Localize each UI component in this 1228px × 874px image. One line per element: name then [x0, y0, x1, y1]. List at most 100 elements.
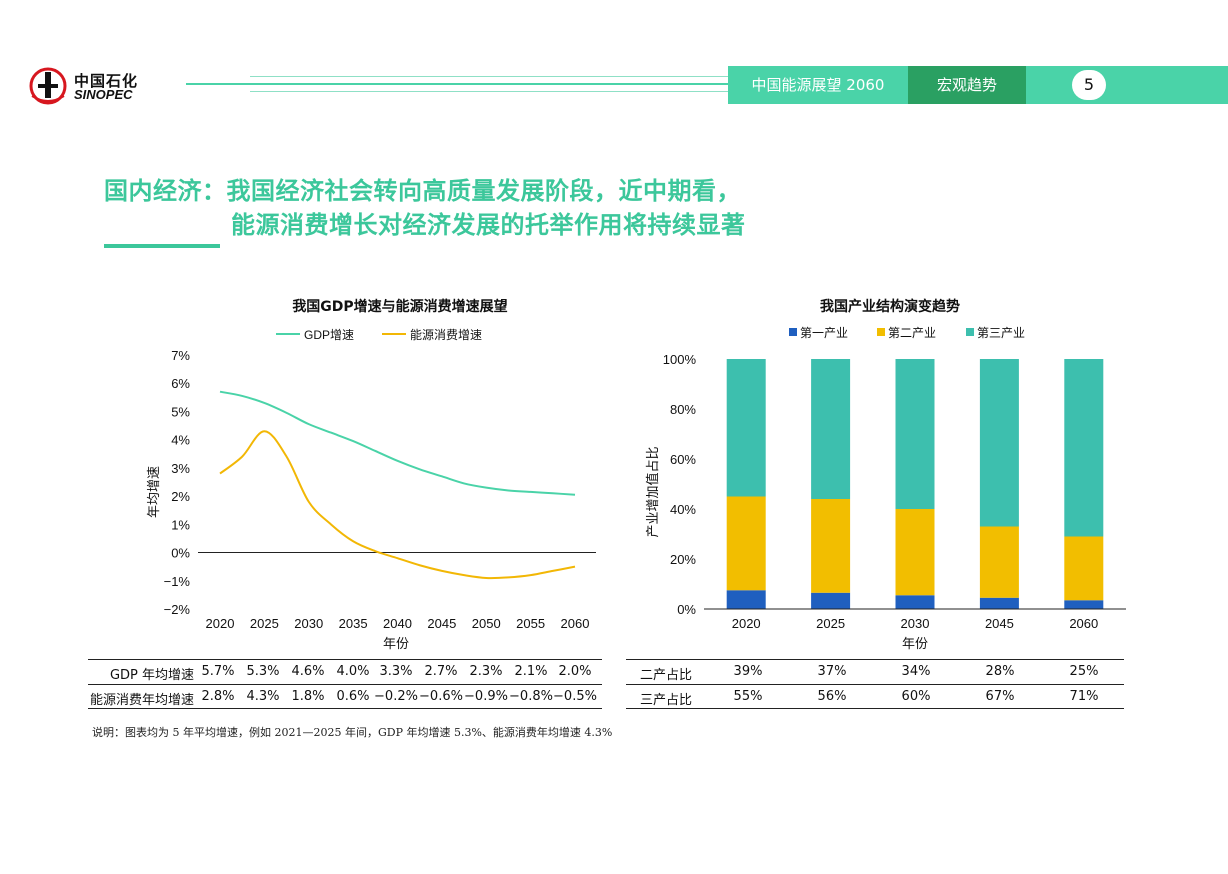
y-axis-label: 年均增速 [146, 466, 161, 518]
structure-table: 二产占比 39% 37% 34% 28% 25% 三产占比 55% 56% 60% 67% 71% [626, 659, 1124, 709]
table-cell: 1.8% [291, 689, 325, 704]
section-tab: 宏观趋势 [908, 66, 1026, 104]
table-cell: 2.8% [201, 689, 235, 704]
table-cell: 2.1% [514, 664, 548, 679]
bar-segment-1 [979, 526, 1019, 598]
table-row: 二产占比 39% 37% 34% 28% 25% [626, 660, 1124, 684]
table-cell: 5.3% [246, 664, 280, 679]
line-chart: GDP增速 能源消费增速 7% 6% 5% 4% 3% 2% 1% 0% −1% −2% 2020 202… [146, 328, 596, 651]
table-cell: 2.3% [469, 664, 503, 679]
table-cell: 2.7% [424, 664, 458, 679]
bar-segment-0 [1064, 600, 1104, 609]
footnote: 说明：图表均为 5 年平均增速，例如 2021—2025 年间，GDP 年均增速… [92, 726, 613, 739]
table-cell: 3.3% [379, 664, 413, 679]
y-tick-label: 60% [670, 452, 696, 467]
line-chart-title: 我国GDP增速与能源消费增速展望 [292, 299, 508, 315]
x-tick-label: 2040 [383, 616, 412, 631]
legend-label: 第三产业 [977, 326, 1025, 340]
bar-segment-2 [979, 359, 1019, 527]
y-tick-label: −1% [164, 574, 191, 589]
y-tick-label: 20% [670, 552, 696, 567]
table-row: 能源消费年均增速 2.8% 4.3% 1.8% 0.6% −0.2% −0.6% −0.9% −… [88, 684, 602, 708]
sinopec-logo-icon [29, 67, 67, 105]
table-cell: 56% [817, 689, 847, 704]
table-cell: 39% [733, 664, 763, 679]
bar-segment-2 [895, 359, 935, 509]
legend-label: 能源消费增速 [410, 328, 482, 342]
x-tick-label: 2030 [294, 616, 323, 631]
table-cell: 34% [901, 664, 931, 679]
table-cell: 67% [985, 689, 1015, 704]
x-tick-label: 2060 [1069, 616, 1098, 631]
table-cell: −0.6% [419, 689, 463, 704]
page-title: 国内经济：我国经济社会转向高质量发展阶段，近中期看， 能源消费增长对经济发展的托… [104, 174, 746, 242]
table-cell: 0.6% [336, 689, 370, 704]
table-cell: 25% [1069, 664, 1099, 679]
row-label: 三产占比 [639, 693, 692, 708]
x-tick-label: 2020 [732, 616, 761, 631]
bar-segment-0 [726, 590, 766, 609]
page-number: 5 [1072, 70, 1106, 100]
legend-swatch-1 [877, 328, 885, 336]
x-tick-label: 2030 [901, 616, 930, 631]
header-rule-thin [250, 76, 728, 77]
bar-chart-title: 我国产业结构演变趋势 [820, 299, 960, 315]
x-axis-label: 年份 [383, 636, 409, 651]
bar-chart: 第一产业 第二产业 第三产业 100% 80% 60% 40% 20% 0% 产业增加值占比 202… [645, 326, 1126, 651]
x-axis-label: 年份 [902, 636, 928, 651]
sinopec-logo: 中国石化 SINOPEC [28, 66, 148, 106]
table-cell: 4.3% [246, 689, 280, 704]
bar-segment-2 [811, 359, 851, 499]
table-cell: 4.6% [291, 664, 325, 679]
table-cell: −0.2% [374, 689, 418, 704]
x-tick-label: 2025 [250, 616, 279, 631]
header-rule [186, 83, 728, 85]
table-cell: 55% [733, 689, 763, 704]
table-cell: −0.9% [464, 689, 508, 704]
x-tick-label: 2045 [985, 616, 1014, 631]
table-cell: −0.8% [509, 689, 553, 704]
table-cell: 2.0% [558, 664, 592, 679]
legend-label: 第一产业 [800, 326, 848, 340]
y-tick-label: 2% [171, 489, 190, 504]
page-title-line1: 国内经济：我国经济社会转向高质量发展阶段，近中期看， [104, 177, 741, 205]
x-tick-label: 2025 [816, 616, 845, 631]
table-cell: 4.0% [336, 664, 370, 679]
bar-segment-1 [1064, 536, 1104, 601]
series-line-1 [219, 430, 576, 580]
bar-segment-0 [895, 595, 935, 609]
page-number-bar [1026, 66, 1228, 104]
y-tick-label: 6% [171, 376, 190, 391]
row-label: 二产占比 [639, 668, 692, 683]
y-tick-label: 7% [171, 348, 190, 363]
y-axis-label: 产业增加值占比 [645, 446, 660, 537]
y-tick-label: 80% [670, 402, 696, 417]
legend-swatch-0 [789, 328, 797, 336]
x-tick-label: 2050 [472, 616, 501, 631]
bar-segment-2 [1064, 359, 1104, 537]
x-tick-label: 2045 [427, 616, 456, 631]
bar-segment-2 [726, 359, 766, 497]
bar-segment-0 [811, 592, 851, 609]
logo-text-en: SINOPEC [74, 87, 133, 102]
y-tick-label: 100% [663, 352, 697, 367]
bar-segment-1 [895, 509, 935, 596]
y-tick-label: 3% [171, 461, 190, 476]
y-tick-label: 40% [670, 502, 696, 517]
legend-label: 第二产业 [888, 326, 936, 340]
table-cell: 37% [817, 664, 847, 679]
table-row: GDP 年均增速 5.7% 5.3% 4.6% 4.0% 3.3% 2.7% 2.3% 2.1%… [88, 660, 602, 684]
x-tick-label: 2060 [561, 616, 590, 631]
table-cell: 60% [901, 689, 931, 704]
legend-label: GDP增速 [304, 328, 354, 342]
y-tick-label: 5% [171, 404, 190, 419]
y-tick-label: −2% [164, 602, 191, 617]
x-tick-label: 2020 [206, 616, 235, 631]
table-cell: 5.7% [201, 664, 235, 679]
x-tick-label: 2035 [339, 616, 368, 631]
table-cell: −0.5% [553, 689, 597, 704]
table-cell: 71% [1069, 689, 1099, 704]
report-title-tab: 中国能源展望 2060 [728, 66, 908, 104]
header-rule-thin [250, 91, 728, 92]
logo-text-cn: 中国石化 [74, 72, 139, 90]
